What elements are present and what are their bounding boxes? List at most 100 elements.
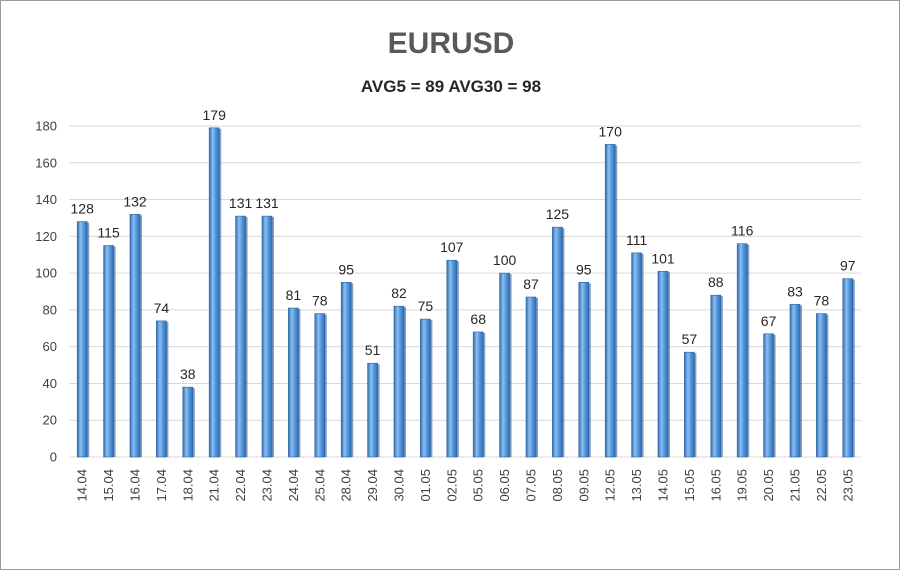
bar-09.05 xyxy=(578,282,590,458)
bar-14.05 xyxy=(657,270,669,458)
bar-24.04 xyxy=(288,307,299,458)
x-tick-label: 30.04 xyxy=(392,469,407,502)
data-label: 83 xyxy=(787,283,803,299)
bar-02.05 xyxy=(446,259,458,458)
data-label: 115 xyxy=(97,225,120,241)
bar-15.04 xyxy=(103,245,114,458)
y-tick-label: 160 xyxy=(35,155,57,170)
x-tick-label: 22.04 xyxy=(233,469,248,502)
x-tick-label: 15.05 xyxy=(682,469,697,502)
data-label: 57 xyxy=(682,331,698,347)
x-tick-label: 28.04 xyxy=(339,469,354,502)
x-tick-label: 22.05 xyxy=(814,469,829,502)
bar-21.04 xyxy=(208,127,220,458)
x-tick-label: 21.05 xyxy=(788,469,803,502)
x-tick-label: 16.04 xyxy=(128,469,143,502)
data-label: 68 xyxy=(470,311,486,327)
x-tick-label: 05.05 xyxy=(471,469,486,502)
data-label: 132 xyxy=(123,193,147,209)
y-tick-label: 0 xyxy=(50,450,57,465)
data-label: 131 xyxy=(229,195,253,211)
bar-06.05 xyxy=(499,272,510,458)
bar-22.05 xyxy=(816,313,827,458)
x-tick-label: 14.05 xyxy=(656,469,671,502)
x-tick-label: 12.05 xyxy=(603,469,618,502)
x-tick-label: 23.04 xyxy=(260,469,275,502)
bar-12.05 xyxy=(604,144,616,458)
gridlines xyxy=(69,125,861,458)
x-tick-label: 13.05 xyxy=(629,469,644,502)
bar-23.05 xyxy=(842,278,854,458)
y-tick-label: 140 xyxy=(35,192,57,207)
x-tick-label: 29.04 xyxy=(365,469,380,502)
data-label: 75 xyxy=(418,298,434,314)
data-label: 107 xyxy=(440,239,464,255)
bar-16.05 xyxy=(710,294,722,458)
data-label: 116 xyxy=(731,223,754,239)
x-axis: 14.04 15.04 16.04 17.04 18.04 21.04 22.04 23.04… xyxy=(75,469,856,502)
data-label: 82 xyxy=(391,285,407,301)
y-axis: 0 20 40 60 80 100 120 140 160 180 xyxy=(35,119,57,465)
data-label: 179 xyxy=(203,107,227,123)
x-tick-label: 02.05 xyxy=(444,469,459,502)
bar-20.05 xyxy=(763,333,774,458)
x-tick-label: 19.05 xyxy=(735,469,750,502)
data-label: 128 xyxy=(71,201,95,217)
x-tick-label: 18.04 xyxy=(180,469,195,502)
bars xyxy=(76,127,855,458)
data-label: 100 xyxy=(493,252,517,268)
y-tick-label: 40 xyxy=(43,376,57,391)
data-label: 78 xyxy=(814,293,830,309)
data-label: 51 xyxy=(365,342,381,358)
bar-21.05 xyxy=(789,304,801,458)
data-label: 67 xyxy=(761,313,777,329)
data-label: 78 xyxy=(312,293,328,309)
x-tick-label: 25.04 xyxy=(312,469,327,502)
x-tick-label: 20.05 xyxy=(761,469,776,502)
data-label: 95 xyxy=(576,261,592,277)
data-label: 95 xyxy=(338,261,354,277)
y-tick-label: 20 xyxy=(43,413,57,428)
bar-16.04 xyxy=(129,213,141,458)
x-tick-label: 23.05 xyxy=(840,469,855,502)
bar-14.04 xyxy=(76,221,88,458)
bar-13.05 xyxy=(631,252,642,458)
bar-30.04 xyxy=(393,305,405,458)
chart-title: EURUSD xyxy=(387,27,515,60)
data-label: 125 xyxy=(546,206,570,222)
bar-19.05 xyxy=(736,243,748,458)
x-tick-label: 21.04 xyxy=(207,469,222,502)
bar-25.04 xyxy=(314,313,326,458)
bar-15.05 xyxy=(684,351,695,458)
y-tick-label: 80 xyxy=(43,302,57,317)
data-label: 81 xyxy=(286,287,302,303)
x-tick-label: 14.04 xyxy=(75,469,90,502)
y-tick-label: 180 xyxy=(35,119,57,134)
data-label: 131 xyxy=(255,195,279,211)
bar-08.05 xyxy=(552,226,563,458)
data-label: 97 xyxy=(840,258,856,274)
x-tick-label: 24.04 xyxy=(286,469,301,502)
y-tick-label: 60 xyxy=(43,339,57,354)
bar-22.04 xyxy=(235,215,246,458)
x-tick-label: 17.04 xyxy=(154,469,169,502)
data-label: 38 xyxy=(180,366,196,382)
bar-28.04 xyxy=(340,282,352,458)
bar-17.04 xyxy=(156,320,167,458)
data-label: 111 xyxy=(626,232,647,248)
chart-subtitle: AVG5 = 89 AVG30 = 98 xyxy=(360,77,542,96)
bar-18.04 xyxy=(182,386,194,458)
x-tick-label: 01.05 xyxy=(418,469,433,502)
bar-01.05 xyxy=(420,318,431,458)
bar-07.05 xyxy=(525,296,537,458)
x-tick-label: 15.04 xyxy=(101,469,116,502)
x-tick-label: 07.05 xyxy=(524,469,539,502)
data-label: 170 xyxy=(599,123,623,139)
x-tick-label: 16.05 xyxy=(708,469,723,502)
bar-29.04 xyxy=(367,362,378,458)
bar-23.04 xyxy=(261,215,273,458)
data-label: 87 xyxy=(523,276,539,292)
data-label: 101 xyxy=(651,250,675,266)
